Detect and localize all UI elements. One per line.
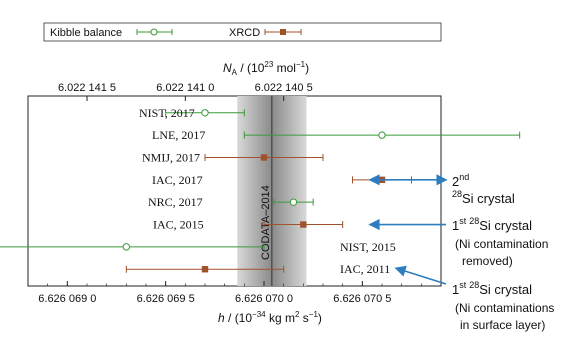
x-tick-label-2: 6.626 070 0 bbox=[235, 293, 293, 305]
marker-filled-square bbox=[260, 154, 268, 161]
data-point-5: IAC, 2015 bbox=[153, 218, 344, 232]
marker-filled-square bbox=[300, 221, 307, 228]
svg-text:(Ni contaminations: (Ni contaminations bbox=[455, 301, 554, 315]
svg-text:(Ni contamination: (Ni contamination bbox=[455, 237, 548, 251]
legend-marker-xrcd bbox=[264, 29, 302, 35]
arrow-1st-crystal-surface bbox=[394, 265, 447, 285]
legend-label-kibble: Kibble balance bbox=[50, 27, 122, 39]
plot-frame bbox=[27, 95, 442, 287]
data-point-1: LNE, 2017 bbox=[152, 128, 521, 142]
legend-label-xrcd: XRCD bbox=[229, 27, 260, 39]
data-point-0: NIST, 2017 bbox=[139, 106, 245, 120]
marker-filled-square bbox=[201, 266, 209, 273]
point-label: IAC, 2017 bbox=[152, 173, 203, 187]
point-label: NIST, 2015 bbox=[340, 240, 396, 254]
data-point-4: NRC, 2017 bbox=[148, 195, 314, 209]
point-label: NIST, 2017 bbox=[139, 106, 195, 120]
codata-label: CODATA–2014 bbox=[260, 185, 272, 260]
svg-text:28Si crystal: 28Si crystal bbox=[452, 189, 515, 206]
point-label: LNE, 2017 bbox=[152, 128, 205, 142]
svg-text:removed): removed) bbox=[462, 254, 513, 268]
data-point-7: IAC, 2011 bbox=[125, 262, 390, 276]
x-tick-label-0: 6.626 069 0 bbox=[38, 293, 96, 305]
svg-text:in surface layer): in surface layer) bbox=[460, 318, 545, 332]
x-tick-label-1: 6.626 069 5 bbox=[137, 293, 195, 305]
marker-open-circle bbox=[122, 243, 131, 251]
annotation-2nd-crystal: 2nd 28Si crystal bbox=[452, 172, 515, 206]
marker-open-circle bbox=[289, 198, 298, 206]
legend: Kibble balance XRCD bbox=[43, 22, 442, 42]
top-axis-label: NA / (1023 mol−1) bbox=[223, 60, 309, 77]
point-label: NRC, 2017 bbox=[148, 195, 203, 209]
plot-area: CODATA–2014 6.626 069 0 6.626 069 5 6.626 0… bbox=[0, 82, 521, 305]
point-label: NMIJ, 2017 bbox=[142, 150, 200, 164]
x-axis-label: h / (10−34 kg m2 s−1) bbox=[218, 310, 322, 325]
data-point-2: NMIJ, 2017 bbox=[142, 150, 324, 164]
top-tick-label-2: 6.022 140 5 bbox=[255, 82, 313, 94]
annotation-1st-crystal-surface: 1st 28Si crystal (Ni contaminations in su… bbox=[452, 280, 554, 332]
legend-box bbox=[43, 22, 442, 42]
point-label: IAC, 2011 bbox=[340, 262, 390, 276]
legend-marker-kibble bbox=[136, 28, 173, 36]
annotation-arrows bbox=[368, 174, 448, 285]
annotation-1st-crystal-removed: 1st 28Si crystal (Ni contamination remove… bbox=[452, 216, 548, 268]
point-label: IAC, 2015 bbox=[153, 218, 204, 232]
top-tick-label-1: 6.022 141 0 bbox=[156, 82, 214, 94]
marker-open-circle bbox=[378, 131, 386, 139]
top-tick-label-0: 6.022 141 5 bbox=[58, 82, 116, 94]
marker-open-circle bbox=[201, 109, 209, 117]
data-point-6: NIST, 2015 bbox=[0, 240, 396, 254]
x-tick-label-3: 6.626 070 5 bbox=[333, 293, 391, 305]
svg-text:2nd: 2nd bbox=[452, 172, 469, 189]
